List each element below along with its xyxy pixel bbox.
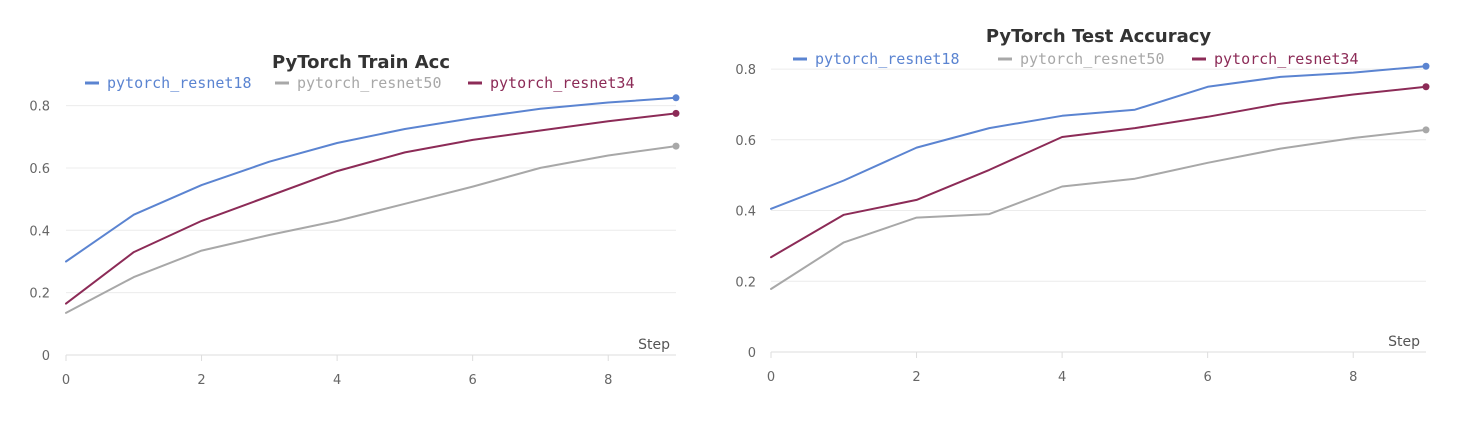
legend-label: pytorch_resnet50	[297, 74, 442, 92]
y-tick-label: 0.2	[736, 275, 756, 290]
series-end-point-pytorch_resnet50[interactable]	[1422, 126, 1430, 134]
series-line-pytorch_resnet34[interactable]	[770, 85, 1427, 259]
y-tick-label: 0	[748, 346, 756, 361]
y-tick-label: 0.6	[736, 134, 756, 149]
chart-title: PyTorch Test Accuracy	[986, 26, 1212, 47]
legend-item-pytorch_resnet34[interactable]: pytorch_resnet34	[1192, 50, 1359, 68]
chart-test-accuracy: PyTorch Test Accuracy pytorch_resnet18 pyt…	[736, 0, 1472, 440]
legend-label: pytorch_resnet34	[490, 74, 635, 92]
series-end-point-pytorch_resnet34[interactable]	[672, 109, 680, 117]
y-tick-label: 0.8	[29, 100, 50, 115]
x-tick-label: 2	[912, 370, 920, 385]
series-line-pytorch_resnet50[interactable]	[65, 145, 677, 314]
x-tick-label: 0	[767, 370, 775, 385]
series-end-point-pytorch_resnet18[interactable]	[1422, 62, 1430, 70]
chart-train-acc-svg: PyTorch Train Acc pytorch_resnet18 pytorch…	[29, 52, 680, 388]
legend-item-pytorch_resnet50[interactable]: pytorch_resnet50	[998, 50, 1165, 68]
x-tick-label: 2	[197, 373, 205, 388]
legend-item-pytorch_resnet34[interactable]: pytorch_resnet34	[468, 74, 635, 92]
series-line-pytorch_resnet50[interactable]	[770, 128, 1427, 290]
legend-item-pytorch_resnet18[interactable]: pytorch_resnet18	[793, 50, 960, 68]
legend-label: pytorch_resnet18	[815, 50, 960, 68]
y-tick-label: 0.4	[29, 224, 50, 239]
legend-label: pytorch_resnet18	[107, 74, 252, 92]
x-axis-label: Step	[638, 337, 670, 353]
series-end-point-pytorch_resnet50[interactable]	[672, 142, 680, 150]
series-end-point-pytorch_resnet34[interactable]	[1422, 83, 1430, 91]
series-end-point-pytorch_resnet18[interactable]	[672, 94, 680, 102]
x-tick-label: 6	[469, 373, 477, 388]
x-tick-label: 4	[1058, 370, 1066, 385]
x-tick-label: 0	[62, 373, 70, 388]
x-tick-label: 4	[333, 373, 341, 388]
legend-label: pytorch_resnet34	[1214, 50, 1359, 68]
y-tick-label: 0.2	[29, 287, 50, 302]
x-tick-label: 8	[604, 373, 612, 388]
series-line-pytorch_resnet18[interactable]	[770, 65, 1427, 210]
y-tick-label: 0.6	[29, 162, 50, 177]
legend-item-pytorch_resnet50[interactable]: pytorch_resnet50	[275, 74, 442, 92]
y-tick-label: 0.4	[736, 205, 756, 220]
x-tick-label: 6	[1204, 370, 1212, 385]
y-tick-label: 0.8	[736, 63, 756, 78]
y-tick-label: 0	[42, 349, 50, 364]
series-line-pytorch_resnet34[interactable]	[65, 112, 677, 305]
chart-test-accuracy-svg: PyTorch Test Accuracy pytorch_resnet18 pyt…	[736, 26, 1430, 385]
chart-title: PyTorch Train Acc	[272, 52, 450, 73]
legend-label: pytorch_resnet50	[1020, 50, 1165, 68]
series-line-pytorch_resnet18[interactable]	[65, 96, 677, 263]
chart-train-acc: PyTorch Train Acc pytorch_resnet18 pytorch…	[29, 52, 680, 388]
x-axis-label: Step	[1388, 334, 1420, 350]
x-tick-label: 8	[1349, 370, 1357, 385]
legend-item-pytorch_resnet18[interactable]: pytorch_resnet18	[85, 74, 252, 92]
